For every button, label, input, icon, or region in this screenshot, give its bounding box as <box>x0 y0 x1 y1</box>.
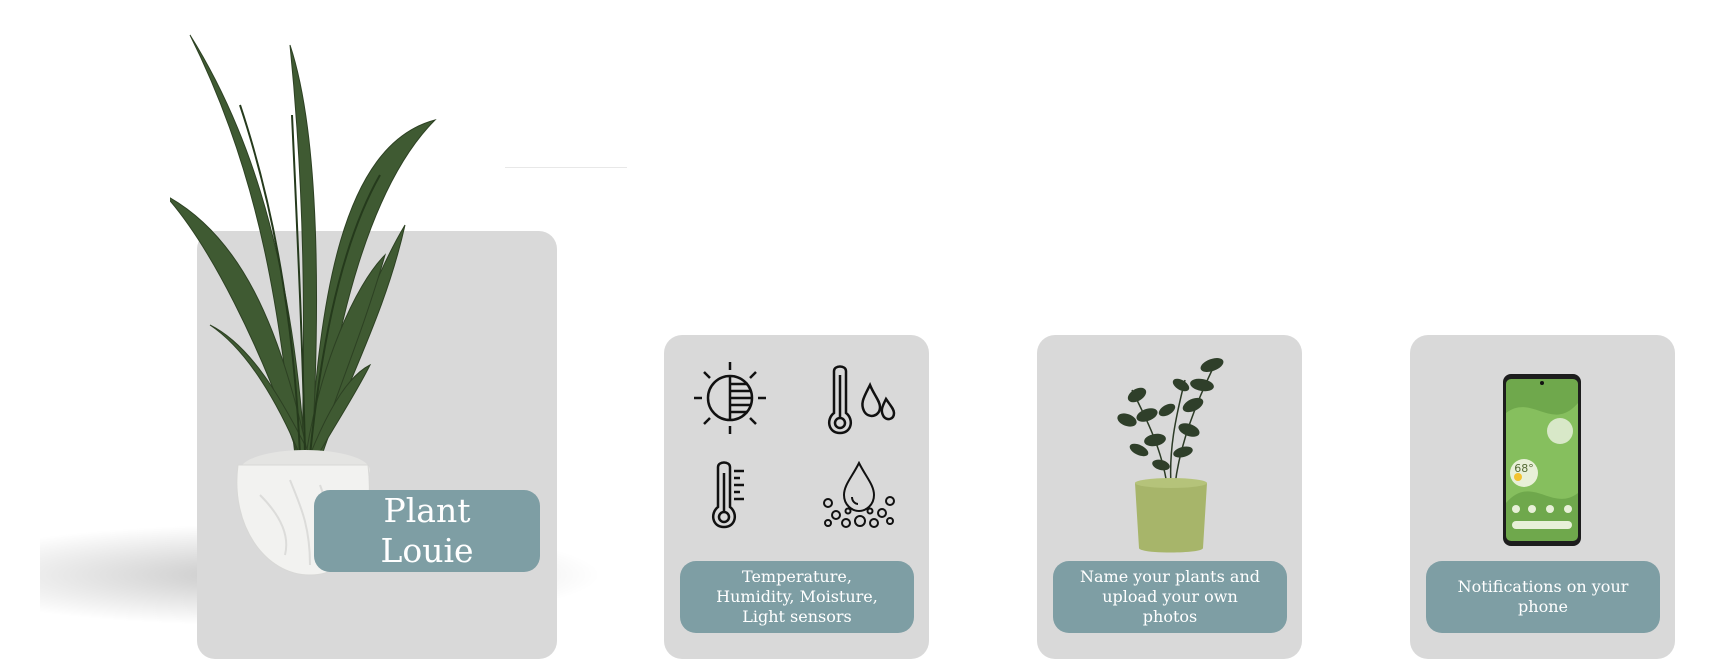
thermometer-icon <box>711 461 744 529</box>
phone-temperature: 68° <box>1514 462 1534 475</box>
name-plants-label: Name your plants and upload your own pho… <box>1053 561 1287 633</box>
plant-louie-title: Plant Louie <box>314 490 540 572</box>
notifications-card: 68° Notifications on your phone <box>1410 335 1675 659</box>
moisture-drop-icon <box>823 461 895 528</box>
potted-plant-image <box>1117 358 1224 553</box>
divider-line <box>505 167 627 168</box>
notifications-label: Notifications on your phone <box>1426 561 1660 633</box>
sensors-label: Temperature, Humidity, Moisture, Light s… <box>680 561 914 633</box>
phone-image: 68° <box>1503 374 1581 546</box>
sensors-card: Temperature, Humidity, Moisture, Light s… <box>664 335 929 659</box>
name-plants-card: Name your plants and upload your own pho… <box>1037 335 1302 659</box>
thermometer-drops-icon <box>827 365 896 435</box>
half-sun-icon <box>694 362 766 434</box>
